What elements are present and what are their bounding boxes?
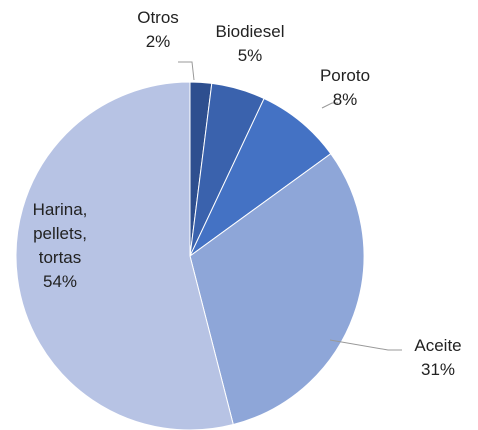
slice-label: Poroto 8% xyxy=(300,64,390,112)
slice-value: 2% xyxy=(145,32,171,51)
slice-name: Harina, pellets, tortas xyxy=(32,200,88,267)
slice-label: Harina, pellets, tortas 54% xyxy=(10,198,110,294)
slice-label: Biodiesel 5% xyxy=(200,20,300,68)
slice-name: Otros xyxy=(137,8,179,27)
leader-line xyxy=(329,339,402,351)
slice-label: Otros 2% xyxy=(128,6,188,54)
pie-slice xyxy=(15,81,234,430)
pie-slice xyxy=(189,153,365,426)
slice-value: 31% xyxy=(420,360,456,379)
slice-value: 5% xyxy=(237,46,263,65)
slice-value: 54% xyxy=(42,272,78,291)
slice-name: Poroto xyxy=(319,66,371,85)
pie xyxy=(15,81,365,430)
slice-value: 8% xyxy=(332,90,358,109)
leader-line xyxy=(321,102,338,109)
slice-name: Biodiesel xyxy=(215,22,285,41)
slice-name: Aceite xyxy=(414,336,462,355)
leader-line xyxy=(178,61,195,81)
slice-label: Aceite 31% xyxy=(400,334,476,382)
